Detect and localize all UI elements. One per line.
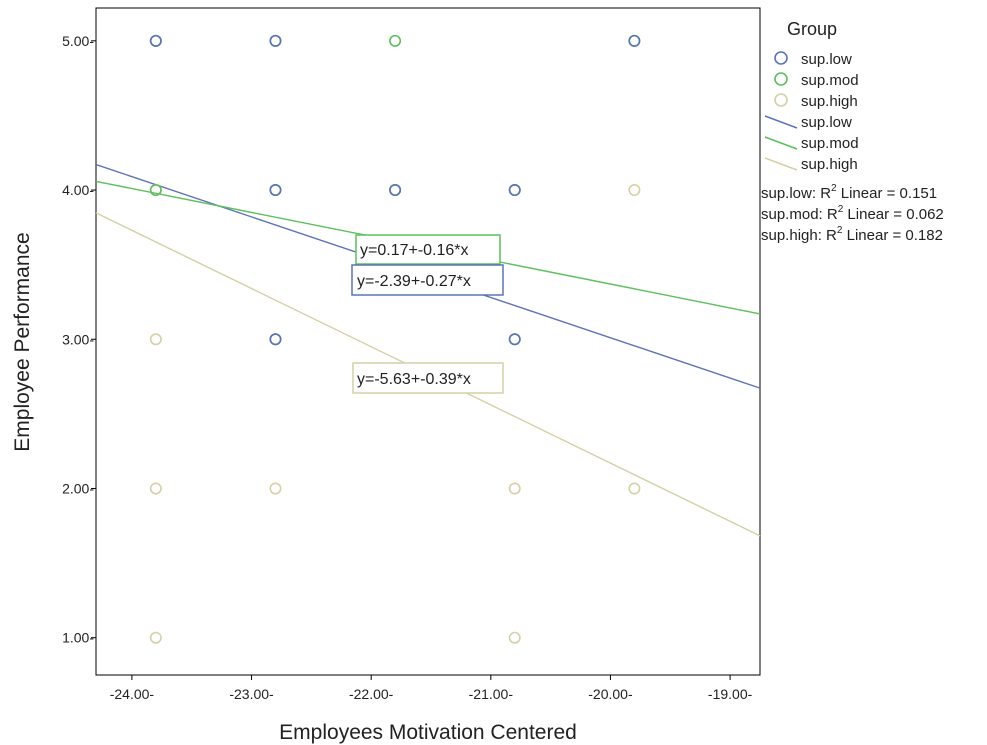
x-tick-label: -19.00-: [708, 686, 753, 702]
legend-line-sup-mod: [764, 136, 798, 150]
y-tick-label: 2.00-: [62, 480, 94, 496]
legend-label-sup-low: sup.low: [801, 51, 852, 68]
r2-annotation-sup-high: sup.high: R2 Linear = 0.182: [761, 225, 943, 244]
y-tick-label: 5.00-: [62, 33, 94, 49]
equation-label-sup-low: y=-2.39+-0.27*x: [351, 264, 504, 296]
legend-line-sup-low: [764, 115, 798, 129]
r2-annotation-sup-mod: sup.mod: R2 Linear = 0.062: [761, 204, 944, 223]
data-points: [149, 34, 641, 644]
legend-line-label-sup-high: sup.high: [801, 156, 858, 173]
point-sup-low: [269, 184, 282, 197]
legend-line-sup-high: [764, 157, 798, 171]
y-tick-label: 1.00-: [62, 630, 94, 646]
y-axis-title: Employee Performance: [11, 232, 34, 451]
point-sup-low: [389, 184, 402, 197]
legend-label-sup-mod: sup.mod: [801, 72, 859, 89]
point-sup-high: [149, 482, 162, 495]
point-sup-high: [269, 482, 282, 495]
x-tick-label: -21.00-: [469, 686, 514, 702]
point-sup-low: [269, 34, 282, 47]
legend-marker-sup-low: [774, 51, 788, 65]
equation-text-sup-low: y=-2.39+-0.27*x: [357, 273, 471, 290]
x-axis: -24.00- -23.00- -22.00- -21.00- -20.00- -19.0…: [110, 675, 753, 702]
legend-title: Group: [787, 19, 837, 39]
point-sup-high: [508, 482, 521, 495]
point-sup-low: [269, 333, 282, 346]
x-tick-label: -24.00-: [110, 686, 155, 702]
y-tick-label: 3.00-: [62, 331, 94, 347]
point-sup-mod: [389, 34, 402, 47]
point-sup-high: [628, 184, 641, 197]
legend-line-label-sup-mod: sup.mod: [801, 135, 859, 152]
legend-line-label-sup-low: sup.low: [801, 114, 852, 131]
point-sup-low: [508, 333, 521, 346]
plot-area: [95, 7, 761, 676]
legend: Group sup.low sup.mod sup.high sup.low s…: [761, 19, 944, 244]
point-sup-high: [149, 333, 162, 346]
r2-annotation-sup-low: sup.low: R2 Linear = 0.151: [761, 183, 937, 202]
y-axis: 1.00- 2.00- 3.00- 4.00- 5.00-: [62, 33, 96, 646]
x-axis-title: Employees Motivation Centered: [279, 721, 577, 744]
x-tick-label: -23.00-: [229, 686, 274, 702]
x-tick-label: -22.00-: [349, 686, 394, 702]
point-sup-mod: [149, 184, 162, 197]
x-tick-label: -20.00-: [588, 686, 633, 702]
equation-label-sup-mod: y=0.17+-0.16*x: [355, 234, 501, 265]
point-sup-low: [508, 184, 521, 197]
point-sup-high: [508, 631, 521, 644]
point-sup-low: [628, 34, 641, 47]
point-sup-low: [149, 34, 162, 47]
point-sup-high: [628, 482, 641, 495]
y-tick-label: 4.00-: [62, 182, 94, 198]
legend-marker-sup-mod: [774, 72, 788, 86]
legend-label-sup-high: sup.high: [801, 93, 858, 110]
equation-text-sup-mod: y=0.17+-0.16*x: [360, 242, 469, 259]
equation-text-sup-high: y=-5.63+-0.39*x: [357, 371, 471, 388]
equation-label-sup-high: y=-5.63+-0.39*x: [352, 362, 504, 394]
point-sup-high: [149, 631, 162, 644]
legend-marker-sup-high: [774, 93, 788, 107]
